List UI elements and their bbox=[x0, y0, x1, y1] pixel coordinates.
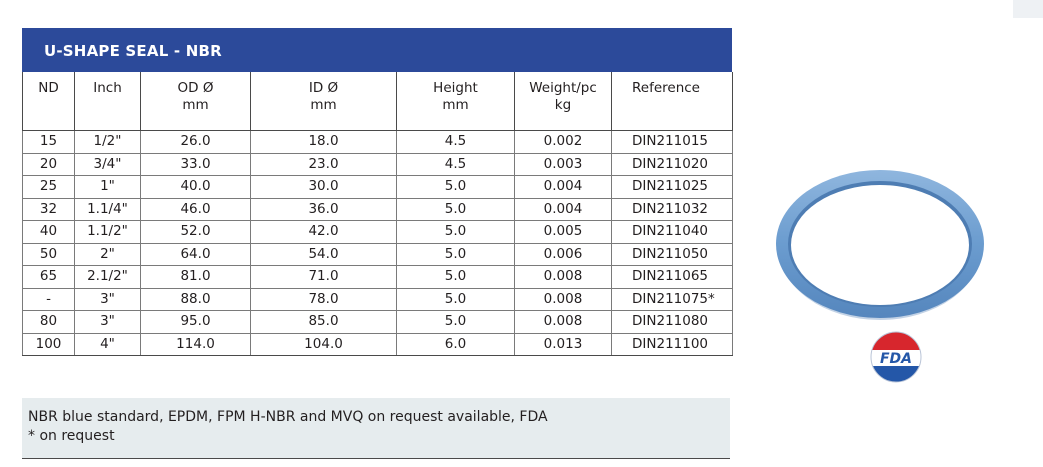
table-row: 20 3/4" 33.0 23.0 4.5 0.003 DIN211020 bbox=[22, 152, 733, 176]
cell-weight: 0.003 bbox=[514, 152, 612, 176]
cell-od: 33.0 bbox=[140, 152, 251, 176]
header-height: Height mm bbox=[396, 72, 515, 131]
cell-height: 4.5 bbox=[396, 130, 515, 154]
table-row: 15 1/2" 26.0 18.0 4.5 0.002 DIN211015 bbox=[22, 130, 733, 154]
cell-weight: 0.004 bbox=[514, 175, 612, 199]
table-row: 80 3" 95.0 85.0 5.0 0.008 DIN211080 bbox=[22, 310, 733, 334]
table-row: 25 1" 40.0 30.0 5.0 0.004 DIN211025 bbox=[22, 175, 733, 199]
cell-inch: 4" bbox=[74, 332, 141, 356]
header-weight: Weight/pc kg bbox=[514, 72, 612, 131]
cell-id: 104.0 bbox=[250, 332, 397, 356]
cell-od: 95.0 bbox=[140, 310, 251, 334]
cell-inch: 2.1/2" bbox=[74, 265, 141, 289]
cell-od: 46.0 bbox=[140, 197, 251, 221]
header-nd: ND bbox=[22, 72, 75, 131]
table-row: 32 1.1/4" 46.0 36.0 5.0 0.004 DIN211032 bbox=[22, 197, 733, 221]
cell-inch: 1/2" bbox=[74, 130, 141, 154]
note-line-1: NBR blue standard, EPDM, FPM H-NBR and M… bbox=[28, 409, 548, 425]
cell-reference: DIN211100 bbox=[611, 332, 733, 356]
cell-height: 5.0 bbox=[396, 175, 515, 199]
cell-weight: 0.013 bbox=[514, 332, 612, 356]
table-row: - 3" 88.0 78.0 5.0 0.008 DIN211075* bbox=[22, 287, 733, 311]
cell-nd: 40 bbox=[22, 220, 75, 244]
cell-nd: 25 bbox=[22, 175, 75, 199]
cell-nd: - bbox=[22, 287, 75, 311]
cell-height: 5.0 bbox=[396, 265, 515, 289]
cell-weight: 0.005 bbox=[514, 220, 612, 244]
cell-weight: 0.008 bbox=[514, 310, 612, 334]
header-inch: Inch bbox=[74, 72, 141, 131]
table-row: 50 2" 64.0 54.0 5.0 0.006 DIN211050 bbox=[22, 242, 733, 266]
table-row: 40 1.1/2" 52.0 42.0 5.0 0.005 DIN211040 bbox=[22, 220, 733, 244]
cell-weight: 0.004 bbox=[514, 197, 612, 221]
cell-weight: 0.008 bbox=[514, 265, 612, 289]
cell-od: 81.0 bbox=[140, 265, 251, 289]
cell-od: 114.0 bbox=[140, 332, 251, 356]
cell-height: 5.0 bbox=[396, 310, 515, 334]
cell-nd: 32 bbox=[22, 197, 75, 221]
cell-reference: DIN211015 bbox=[611, 130, 733, 154]
cell-od: 52.0 bbox=[140, 220, 251, 244]
cell-reference: DIN211040 bbox=[611, 220, 733, 244]
cell-inch: 1" bbox=[74, 175, 141, 199]
table-title: U-SHAPE SEAL - NBR bbox=[22, 28, 732, 72]
cell-nd: 15 bbox=[22, 130, 75, 154]
cell-id: 85.0 bbox=[250, 310, 397, 334]
cell-reference: DIN211050 bbox=[611, 242, 733, 266]
cell-id: 54.0 bbox=[250, 242, 397, 266]
cell-id: 42.0 bbox=[250, 220, 397, 244]
cell-reference: DIN211065 bbox=[611, 265, 733, 289]
cell-od: 64.0 bbox=[140, 242, 251, 266]
cell-nd: 65 bbox=[22, 265, 75, 289]
cell-reference: DIN211075* bbox=[611, 287, 733, 311]
header-reference: Reference bbox=[611, 72, 733, 131]
cell-id: 78.0 bbox=[250, 287, 397, 311]
cell-inch: 1.1/4" bbox=[74, 197, 141, 221]
cell-reference: DIN211080 bbox=[611, 310, 733, 334]
cell-inch: 3/4" bbox=[74, 152, 141, 176]
note-line-2: * on request bbox=[28, 428, 115, 444]
fda-badge: FDA bbox=[865, 330, 927, 384]
cell-nd: 100 bbox=[22, 332, 75, 356]
cell-weight: 0.002 bbox=[514, 130, 612, 154]
seal-ring-image bbox=[770, 160, 994, 330]
cell-od: 40.0 bbox=[140, 175, 251, 199]
cell-id: 71.0 bbox=[250, 265, 397, 289]
cell-height: 5.0 bbox=[396, 197, 515, 221]
note-box: NBR blue standard, EPDM, FPM H-NBR and M… bbox=[22, 398, 730, 459]
cell-od: 26.0 bbox=[140, 130, 251, 154]
table-row: 65 2.1/2" 81.0 71.0 5.0 0.008 DIN211065 bbox=[22, 265, 733, 289]
cell-id: 30.0 bbox=[250, 175, 397, 199]
cell-reference: DIN211025 bbox=[611, 175, 733, 199]
cell-height: 5.0 bbox=[396, 242, 515, 266]
cell-height: 4.5 bbox=[396, 152, 515, 176]
cell-od: 88.0 bbox=[140, 287, 251, 311]
cell-reference: DIN211032 bbox=[611, 197, 733, 221]
cell-id: 18.0 bbox=[250, 130, 397, 154]
cell-inch: 3" bbox=[74, 287, 141, 311]
cell-weight: 0.008 bbox=[514, 287, 612, 311]
cell-reference: DIN211020 bbox=[611, 152, 733, 176]
table-row: 100 4" 114.0 104.0 6.0 0.013 DIN211100 bbox=[22, 332, 733, 356]
cell-inch: 2" bbox=[74, 242, 141, 266]
cell-inch: 1.1/2" bbox=[74, 220, 141, 244]
cell-nd: 50 bbox=[22, 242, 75, 266]
cell-weight: 0.006 bbox=[514, 242, 612, 266]
cell-height: 6.0 bbox=[396, 332, 515, 356]
cell-inch: 3" bbox=[74, 310, 141, 334]
cell-height: 5.0 bbox=[396, 220, 515, 244]
cell-height: 5.0 bbox=[396, 287, 515, 311]
cell-id: 23.0 bbox=[250, 152, 397, 176]
cell-id: 36.0 bbox=[250, 197, 397, 221]
cell-nd: 80 bbox=[22, 310, 75, 334]
corner-box bbox=[1013, 0, 1043, 18]
cell-nd: 20 bbox=[22, 152, 75, 176]
fda-badge-text: FDA bbox=[880, 351, 912, 367]
